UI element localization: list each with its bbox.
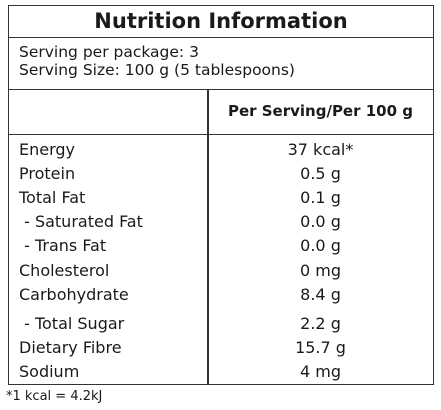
column-divider — [207, 90, 209, 384]
panel-title: Nutrition Information — [9, 6, 433, 38]
nutrient-name: Dietary Fibre — [19, 338, 122, 357]
nutrient-name: Cholesterol — [19, 261, 110, 280]
nutrient-row-dietary-fibre: Dietary Fibre 15.7 g — [9, 336, 433, 360]
table-header-row: Per Serving/Per 100 g — [9, 90, 433, 135]
nutrient-name: Protein — [19, 164, 76, 183]
nutrient-value: 0 mg — [299, 261, 341, 280]
nutrient-name: - Saturated Fat — [19, 212, 143, 231]
nutrient-row-sodium: Sodium 4 mg — [9, 360, 433, 384]
nutrient-row-saturated-fat: - Saturated Fat 0.0 g — [9, 210, 433, 234]
nutrient-row-energy: Energy 37 kcal* — [9, 138, 433, 162]
nutrient-name: Carbohydrate — [19, 285, 129, 304]
nutrient-value: 37 kcal* — [287, 140, 354, 159]
nutrient-row-cholesterol: Cholesterol 0 mg — [9, 259, 433, 283]
nutrient-row-carbohydrate: Carbohydrate 8.4 g — [9, 283, 433, 307]
nutrient-row-total-fat: Total Fat 0.1 g — [9, 186, 433, 210]
nutrient-row-protein: Protein 0.5 g — [9, 162, 433, 186]
nutrient-value: 8.4 g — [300, 285, 341, 304]
nutrient-value: 0.0 g — [300, 236, 341, 255]
nutrient-row-trans-fat: - Trans Fat 0.0 g — [9, 234, 433, 258]
nutrient-name: Energy — [19, 140, 76, 159]
servings-per-package: Serving per package: 3 — [19, 43, 199, 61]
serving-info: Serving per package: 3 Serving Size: 100… — [9, 38, 433, 90]
nutrient-value: 2.2 g — [300, 314, 341, 333]
nutrient-row-total-sugar: - Total Sugar 2.2 g — [9, 312, 433, 336]
nutrient-name: - Total Sugar — [19, 314, 125, 333]
nutrient-name: Total Fat — [19, 188, 86, 207]
nutrient-value: 0.0 g — [300, 212, 341, 231]
nutrient-value: 15.7 g — [295, 338, 346, 357]
serving-size: Serving Size: 100 g (5 tablespoons) — [19, 61, 295, 79]
footnote: *1 kcal = 4.2kJ — [6, 389, 103, 404]
nutrient-value: 4 mg — [299, 362, 341, 381]
nutrient-name: Sodium — [19, 362, 80, 381]
nutrition-panel: Nutrition Information Serving per packag… — [8, 5, 434, 385]
nutrient-value: 0.5 g — [300, 164, 341, 183]
nutrient-value: 0.1 g — [300, 188, 341, 207]
nutrient-name: - Trans Fat — [19, 236, 107, 255]
column-header: Per Serving/Per 100 g — [227, 102, 414, 120]
